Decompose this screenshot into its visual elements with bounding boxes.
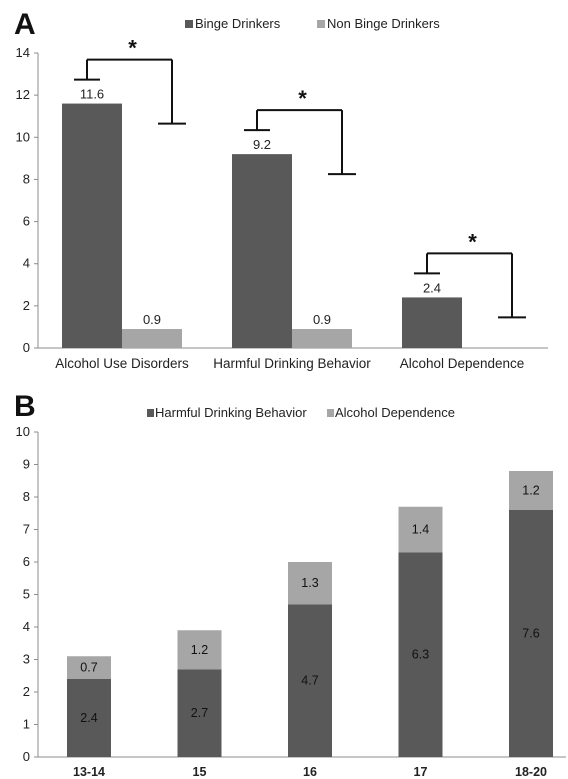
panel-b-y-ticks: 0 1 2 3 4 5 6 7 8 9 10 (16, 424, 38, 764)
y-tick-label: 1 (23, 717, 30, 732)
y-tick-label: 5 (23, 587, 30, 602)
bar-a-nonbinge (292, 329, 352, 348)
y-tick-label: 0 (23, 340, 30, 355)
bar-b-harmful (509, 510, 553, 757)
significance-star: * (468, 229, 477, 254)
bar-b-harmful (177, 669, 222, 757)
panel-a: A Binge Drinkers Non Binge Drinkers 0 2 4 6… (14, 8, 548, 371)
y-tick-label: 7 (23, 522, 30, 537)
panel-a-significance: * * * (74, 36, 526, 319)
y-tick-label: 12 (16, 87, 30, 102)
category-label-a: Harmful Drinking Behavior (213, 356, 371, 371)
data-label-b: 2.4 (80, 711, 97, 725)
significance-star: * (298, 86, 307, 111)
bar-a-binge (402, 297, 462, 348)
y-tick-label: 14 (16, 45, 30, 60)
bar-a-nonbinge (122, 329, 182, 348)
bar-b-dependence (398, 506, 443, 553)
category-label-a: Alcohol Dependence (400, 356, 525, 371)
significance-star: * (128, 36, 137, 61)
data-label-b: 1.3 (301, 576, 318, 590)
bar-a-binge (62, 103, 122, 348)
category-label-b: 13-14 (73, 765, 105, 779)
panel-a-legend: Binge Drinkers Non Binge Drinkers (185, 16, 440, 31)
bar-b-harmful (398, 552, 443, 757)
panel-b-category-labels: 13-14 15 16 17 18-20 (73, 765, 547, 779)
legend-b-swatch-harmful (147, 409, 154, 417)
bar-a-binge (232, 154, 292, 348)
legend-a-swatch-binge (185, 20, 193, 28)
panel-a-category-labels: Alcohol Use Disorders Harmful Drinking Be… (55, 356, 524, 371)
y-tick-label: 10 (16, 424, 30, 439)
bar-b-dependence (288, 562, 332, 605)
category-label-b: 17 (414, 765, 428, 779)
legend-a-swatch-nonbinge (317, 20, 325, 28)
data-label-a: 11.6 (80, 87, 104, 102)
panel-b: B Harmful Drinking Behavior Alcohol Depe… (14, 390, 566, 779)
y-tick-label: 3 (23, 652, 30, 667)
data-label-a: 9.2 (253, 137, 271, 152)
panel-b-letter: B (14, 390, 36, 423)
y-tick-label: 8 (23, 171, 30, 186)
legend-b-swatch-dependence (327, 409, 334, 417)
y-tick-label: 6 (23, 214, 30, 229)
category-label-b: 15 (193, 765, 207, 779)
y-tick-label: 8 (23, 489, 30, 504)
y-tick-label: 4 (23, 256, 30, 271)
data-label-a: 2.4 (423, 280, 441, 295)
legend-a-label-nonbinge: Non Binge Drinkers (327, 16, 440, 31)
legend-b-label-dependence: Alcohol Dependence (335, 405, 455, 420)
data-label-b: 1.4 (412, 523, 429, 537)
legend-b-label-harmful: Harmful Drinking Behavior (155, 405, 307, 420)
bar-b-harmful (288, 604, 332, 757)
panel-b-data-labels: 2.4 0.7 2.7 1.2 4.7 1.3 6.3 1.4 7.6 1.2 (80, 484, 539, 726)
panel-a-data-labels: 11.6 0.9 9.2 0.9 2.4 (80, 87, 441, 327)
panel-b-bars (67, 471, 553, 757)
y-tick-label: 0 (23, 749, 30, 764)
data-label-b: 1.2 (191, 643, 208, 657)
y-tick-label: 6 (23, 554, 30, 569)
data-label-b: 7.6 (522, 627, 539, 641)
y-tick-label: 9 (23, 457, 30, 472)
y-tick-label: 2 (23, 684, 30, 699)
bar-b-harmful (67, 679, 111, 757)
data-label-b: 2.7 (191, 706, 208, 720)
data-label-a: 0.9 (143, 312, 161, 327)
data-label-b: 0.7 (80, 661, 97, 675)
panel-b-legend: Harmful Drinking Behavior Alcohol Depend… (147, 405, 455, 420)
y-tick-label: 10 (16, 129, 30, 144)
bar-b-dependence (67, 656, 111, 679)
panel-a-letter: A (14, 8, 36, 41)
y-tick-label: 4 (23, 619, 30, 634)
bar-b-dependence (509, 471, 553, 510)
bar-b-dependence (177, 630, 222, 670)
category-label-a: Alcohol Use Disorders (55, 356, 189, 371)
panel-a-bars (62, 103, 462, 348)
data-label-b: 1.2 (522, 484, 539, 498)
data-label-b: 4.7 (301, 674, 318, 688)
data-label-b: 6.3 (412, 648, 429, 662)
legend-a-label-binge: Binge Drinkers (195, 16, 281, 31)
category-label-b: 18-20 (515, 765, 547, 779)
category-label-b: 16 (303, 765, 317, 779)
data-label-a: 0.9 (313, 312, 331, 327)
y-tick-label: 2 (23, 298, 30, 313)
panel-a-y-ticks: 0 2 4 6 8 10 12 14 (16, 45, 38, 355)
